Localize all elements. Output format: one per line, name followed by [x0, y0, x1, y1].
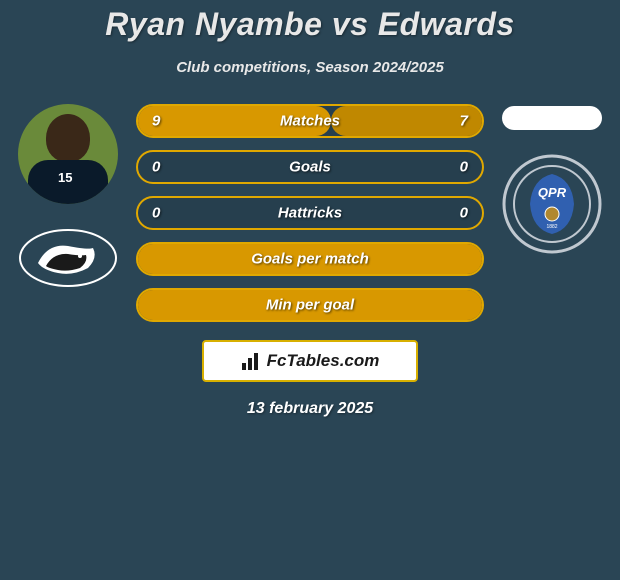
right-player-col: QPR 1882 QUEENS PARK RANGERS	[492, 104, 612, 254]
club-logo-left	[18, 228, 118, 288]
watermark-box: FcTables.com	[202, 340, 418, 382]
stat-label: Matches	[280, 113, 340, 130]
club-logo-right: QPR 1882 QUEENS PARK RANGERS	[502, 154, 602, 254]
stats-column: Matches 9 7 Goals 0 0 Hattricks 0 0 Goals per mat…	[128, 104, 492, 322]
player-avatar-left: 15	[18, 104, 118, 204]
stat-value-left: 0	[152, 159, 160, 176]
svg-text:QPR: QPR	[538, 185, 567, 200]
stat-value-right: 0	[460, 205, 468, 222]
stat-value-left: 9	[152, 113, 160, 130]
stat-bar: Min per goal	[136, 288, 484, 322]
stat-bar: Goals per match	[136, 242, 484, 276]
shirt-number: 15	[58, 170, 72, 185]
player-avatar-right	[502, 106, 602, 130]
stat-bar: Hattricks 0 0	[136, 196, 484, 230]
subtitle: Club competitions, Season 2024/2025	[0, 59, 620, 76]
svg-text:QUEENS PARK RANGERS: QUEENS PARK RANGERS	[502, 154, 576, 156]
stat-label: Goals per match	[251, 251, 369, 268]
stat-label: Goals	[289, 159, 331, 176]
date: 13 february 2025	[0, 400, 620, 418]
stat-label: Hattricks	[278, 205, 342, 222]
svg-text:1882: 1882	[546, 224, 557, 230]
comparison-row: 15 Matches 9 7 Goals 0 0 Hattricks 0 0 Goals per …	[0, 104, 620, 322]
page-title: Ryan Nyambe vs Edwards	[0, 6, 620, 43]
left-player-col: 15	[8, 104, 128, 288]
stat-value-right: 7	[460, 113, 468, 130]
stat-bar: Goals 0 0	[136, 150, 484, 184]
stat-value-right: 0	[460, 159, 468, 176]
stat-bar: Matches 9 7	[136, 104, 484, 138]
watermark-text: FcTables.com	[267, 351, 380, 371]
stat-value-left: 0	[152, 205, 160, 222]
stat-label: Min per goal	[266, 297, 354, 314]
bars-icon	[241, 351, 263, 371]
